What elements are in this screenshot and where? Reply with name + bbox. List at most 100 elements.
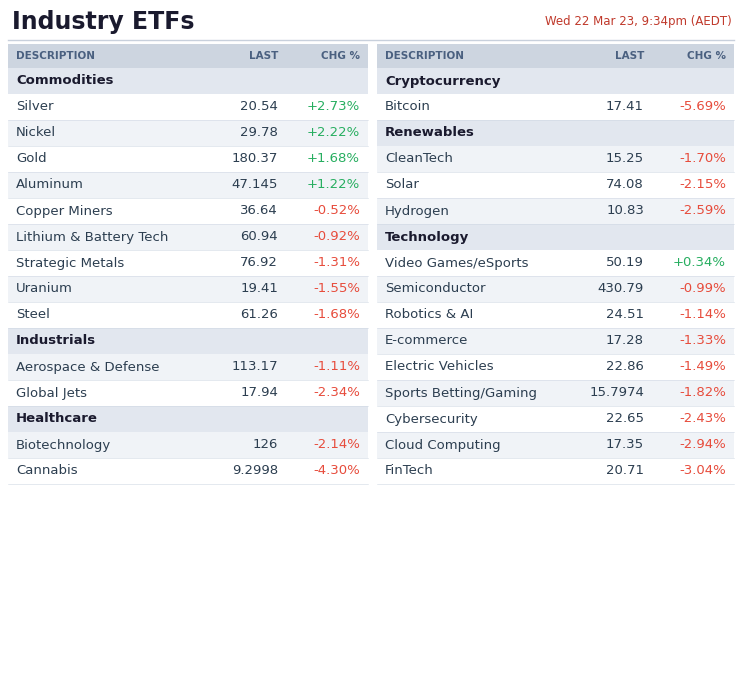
Text: LAST: LAST [249,51,278,61]
Text: 17.41: 17.41 [606,101,644,114]
Text: 15.7974: 15.7974 [589,386,644,399]
Bar [377,354,734,380]
Text: -2.34%: -2.34% [313,386,360,399]
Text: +1.22%: +1.22% [306,179,360,192]
Text: -5.69%: -5.69% [679,101,726,114]
Text: -2.59%: -2.59% [679,205,726,218]
Text: Bitcoin: Bitcoin [385,101,431,114]
Bar [377,458,734,484]
Bar [8,198,368,224]
Text: 47.145: 47.145 [232,179,278,192]
Text: -0.92%: -0.92% [313,231,360,244]
Text: Aerospace & Defense: Aerospace & Defense [16,360,160,373]
Bar [8,302,368,328]
Bar [8,120,368,146]
Text: Cybersecurity: Cybersecurity [385,412,478,425]
Bar [377,224,734,250]
Text: 17.28: 17.28 [606,334,644,347]
Text: Silver: Silver [16,101,53,114]
Text: 19.41: 19.41 [240,282,278,295]
Bar [377,146,734,172]
Text: Copper Miners: Copper Miners [16,205,113,218]
Text: Biotechnology: Biotechnology [16,438,111,451]
Bar [377,198,734,224]
Text: Uranium: Uranium [16,282,73,295]
Text: -0.99%: -0.99% [680,282,726,295]
Text: CHG %: CHG % [321,51,360,61]
Text: Cloud Computing: Cloud Computing [385,438,501,451]
Bar [377,94,734,120]
Text: -1.70%: -1.70% [679,153,726,166]
Bar [377,68,734,94]
Text: 61.26: 61.26 [240,308,278,321]
Text: -2.14%: -2.14% [313,438,360,451]
Text: 22.86: 22.86 [606,360,644,373]
Text: 430.79: 430.79 [598,282,644,295]
Text: 74.08: 74.08 [606,179,644,192]
Bar [377,172,734,198]
Text: Steel: Steel [16,308,50,321]
Text: Hydrogen: Hydrogen [385,205,450,218]
Text: Semiconductor: Semiconductor [385,282,485,295]
Text: 60.94: 60.94 [240,231,278,244]
Text: Cryptocurrency: Cryptocurrency [385,75,500,88]
Text: 20.71: 20.71 [606,464,644,477]
Bar [377,406,734,432]
Bar [8,432,368,458]
Text: -1.14%: -1.14% [679,308,726,321]
Bar [8,44,368,68]
Text: +2.22%: +2.22% [306,127,360,140]
Bar [8,458,368,484]
Text: 180.37: 180.37 [232,153,278,166]
Bar [8,94,368,120]
Text: -4.30%: -4.30% [313,464,360,477]
Text: 17.94: 17.94 [240,386,278,399]
Bar [377,432,734,458]
Text: Commodities: Commodities [16,75,114,88]
Text: -1.11%: -1.11% [313,360,360,373]
Text: Solar: Solar [385,179,419,192]
Text: -3.04%: -3.04% [679,464,726,477]
Text: 24.51: 24.51 [606,308,644,321]
Text: Global Jets: Global Jets [16,386,87,399]
Text: Lithium & Battery Tech: Lithium & Battery Tech [16,231,168,244]
Bar [377,276,734,302]
Text: 17.35: 17.35 [606,438,644,451]
Text: Wed 22 Mar 23, 9:34pm (AEDT): Wed 22 Mar 23, 9:34pm (AEDT) [545,16,732,29]
Bar [8,328,368,354]
Text: Technology: Technology [385,231,469,244]
Bar [8,276,368,302]
Text: -2.15%: -2.15% [679,179,726,192]
Text: Video Games/eSports: Video Games/eSports [385,256,528,269]
Text: -1.55%: -1.55% [313,282,360,295]
Text: LAST: LAST [614,51,644,61]
Text: Gold: Gold [16,153,47,166]
Bar [8,172,368,198]
Text: -1.31%: -1.31% [313,256,360,269]
Text: Robotics & AI: Robotics & AI [385,308,473,321]
Text: -0.52%: -0.52% [313,205,360,218]
Bar [8,68,368,94]
Text: Strategic Metals: Strategic Metals [16,256,124,269]
Bar [377,328,734,354]
Text: Cannabis: Cannabis [16,464,78,477]
Text: -1.33%: -1.33% [679,334,726,347]
Bar [377,380,734,406]
Text: -1.68%: -1.68% [313,308,360,321]
Text: -1.49%: -1.49% [679,360,726,373]
Text: Aluminum: Aluminum [16,179,84,192]
Text: DESCRIPTION: DESCRIPTION [16,51,95,61]
Text: 22.65: 22.65 [606,412,644,425]
Text: 76.92: 76.92 [240,256,278,269]
Text: 50.19: 50.19 [606,256,644,269]
Text: CleanTech: CleanTech [385,153,453,166]
Bar [8,406,368,432]
Text: Industrials: Industrials [16,334,96,347]
Text: 9.2998: 9.2998 [232,464,278,477]
Text: -2.94%: -2.94% [679,438,726,451]
Bar [377,120,734,146]
Text: Electric Vehicles: Electric Vehicles [385,360,493,373]
Text: FinTech: FinTech [385,464,434,477]
Text: Healthcare: Healthcare [16,412,98,425]
Text: -1.82%: -1.82% [679,386,726,399]
